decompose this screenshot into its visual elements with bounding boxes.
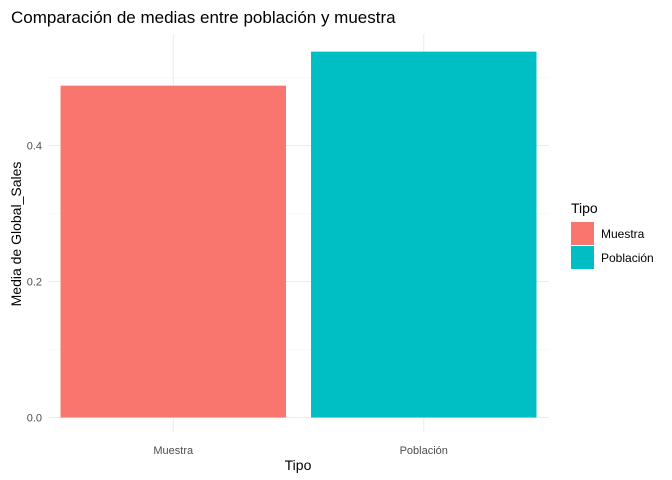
- legend-items: Muestra Población: [571, 222, 654, 269]
- legend-swatch: [571, 222, 594, 245]
- x-tick-label: Población: [400, 445, 448, 457]
- legend-title: Tipo: [571, 200, 598, 216]
- y-tick-label: 0.2: [27, 277, 42, 289]
- x-axis-ticks: Muestra Población: [153, 445, 448, 457]
- x-axis-title: Tipo: [285, 457, 312, 473]
- legend-label: Población: [601, 251, 654, 265]
- bar-muestra: [60, 85, 286, 418]
- y-axis-ticks: 0.0 0.2 0.4: [27, 141, 42, 425]
- chart-title: Comparación de medias entre población y …: [11, 8, 396, 27]
- legend-label: Muestra: [601, 227, 645, 241]
- y-tick-label: 0.4: [27, 141, 42, 153]
- bars: [60, 51, 537, 418]
- bar-población: [311, 51, 537, 418]
- x-tick-label: Muestra: [153, 445, 194, 457]
- legend-swatch: [571, 246, 594, 269]
- y-axis-title: Media de Global_Sales: [8, 162, 24, 307]
- y-tick-label: 0.0: [27, 413, 42, 425]
- legend: Tipo Muestra Población: [571, 200, 654, 269]
